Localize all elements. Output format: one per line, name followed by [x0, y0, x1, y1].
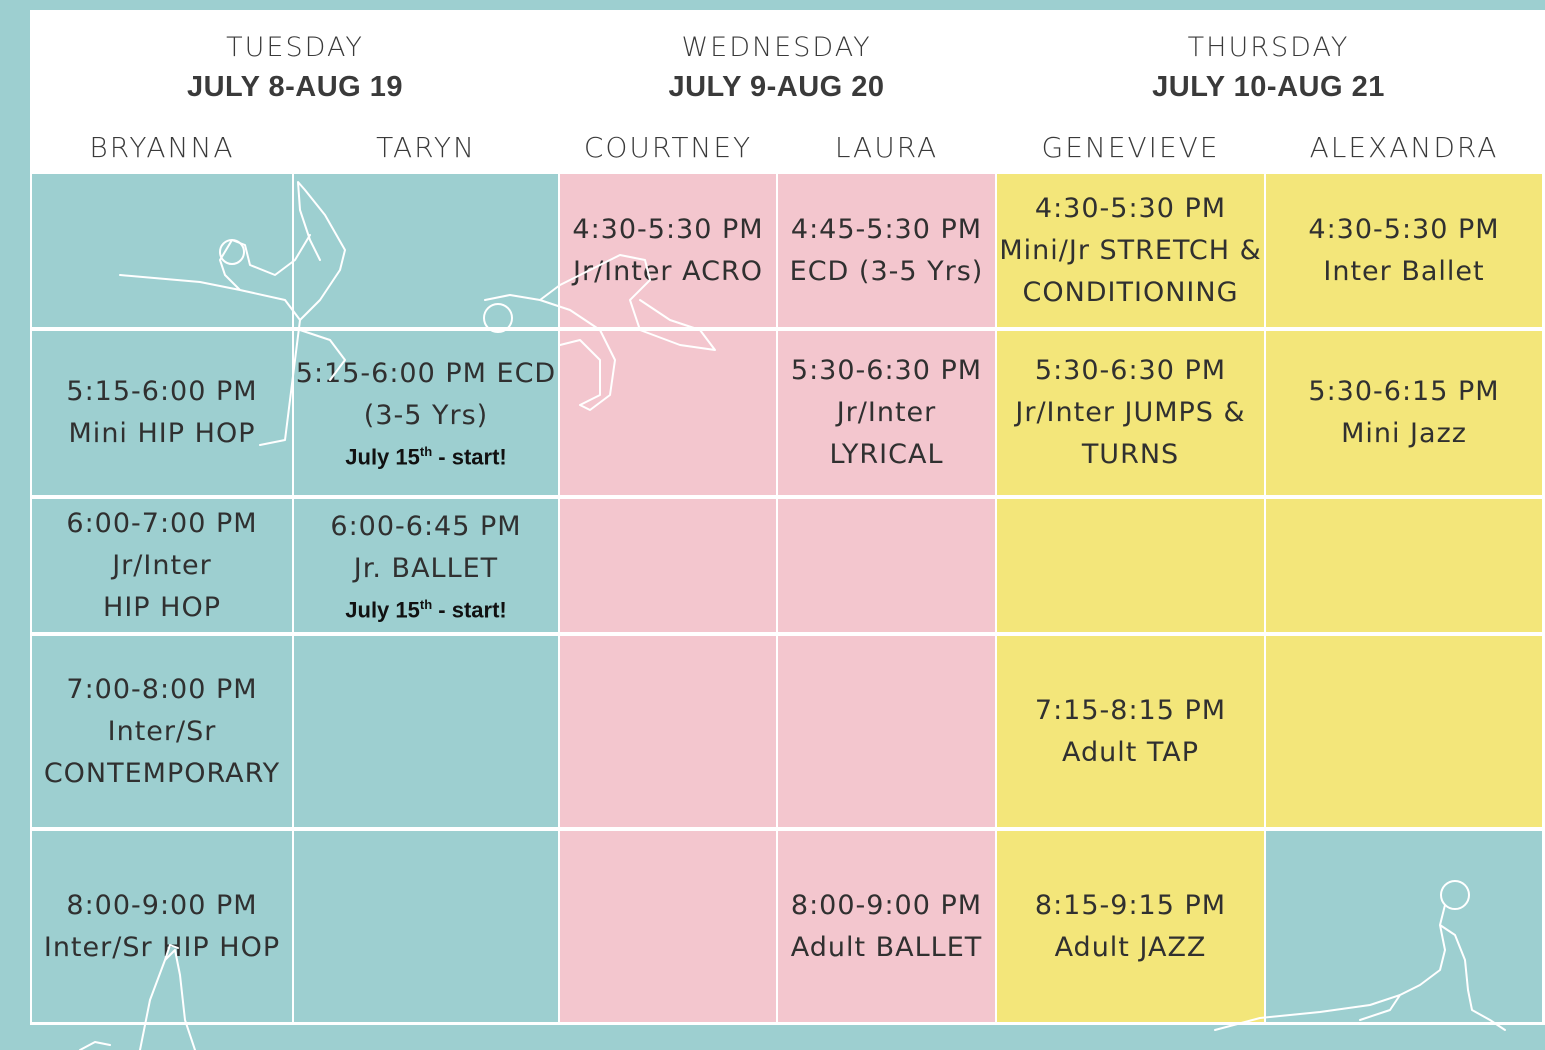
instructor-taryn: TARYN: [376, 131, 476, 164]
class-cell-bryanna-5: 8:00-9:00 PM Inter/Sr HIP HOP: [32, 831, 292, 1022]
class-cell-alexandra-3: [1266, 499, 1542, 632]
day-header-tuesday: TUESDAY JULY 8-AUG 19: [32, 25, 558, 110]
class-cell-taryn-1: [294, 174, 558, 327]
class-cell-courtney-3: [560, 499, 776, 632]
instructor-genevieve: GENEVIEVE: [1041, 131, 1220, 164]
class-cell-courtney-1: 4:30-5:30 PM Jr/Inter ACRO: [560, 174, 776, 327]
start-note: July 15th - start!: [345, 590, 506, 625]
class-cell-courtney-4: [560, 636, 776, 827]
instructor-alexandra: ALEXANDRA: [1309, 131, 1499, 164]
class-title: Mini Jazz: [1341, 418, 1467, 449]
class-cell-laura-2: 5:30-6:30 PM Jr/Inter LYRICAL: [778, 331, 995, 495]
class-cell-genevieve-5: 8:15-9:15 PM Adult JAZZ: [997, 831, 1264, 1022]
class-title: Adult TAP: [1061, 736, 1200, 768]
class-cell-bryanna-4: 7:00-8:00 PM Inter/Sr CONTEMPORARY: [32, 636, 292, 827]
class-time: 5:15-6:00 PM ECD: [295, 358, 557, 390]
class-cell-courtney-2: [560, 331, 776, 495]
class-cell-alexandra-1: 4:30-5:30 PM Inter Ballet: [1266, 174, 1542, 327]
class-title: (3-5 Yrs): [363, 400, 489, 432]
instructor-laura: LAURA: [834, 131, 939, 164]
day-name: THURSDAY: [1187, 31, 1350, 63]
start-note: July 15th - start!: [345, 437, 506, 472]
class-title: Adult BALLET: [790, 931, 983, 963]
class-title: Jr/Inter JUMPS &: [1015, 397, 1246, 428]
class-title: CONTEMPORARY: [43, 757, 281, 789]
class-cell-alexandra-2: 5:30-6:15 PM Mini Jazz: [1266, 331, 1542, 495]
day-name: TUESDAY: [226, 31, 364, 63]
class-title: CONDITIONING: [1022, 276, 1239, 308]
day-range: JULY 9-AUG 20: [668, 70, 885, 103]
instructor-bryanna: BRYANNA: [89, 131, 235, 164]
class-title: Jr/Inter ACRO: [573, 255, 763, 287]
class-cell-laura-5: 8:00-9:00 PM Adult BALLET: [778, 831, 995, 1022]
class-cell-laura-3: [778, 499, 995, 632]
class-title: Jr/Inter: [112, 549, 212, 581]
class-cell-taryn-5: [294, 831, 558, 1022]
day-header-thursday: THURSDAY JULY 10-AUG 21: [995, 25, 1542, 110]
class-title: Mini HIP HOP: [68, 418, 256, 449]
class-time: 7:15-8:15 PM: [1034, 694, 1227, 726]
start-note-date: July 15: [345, 444, 420, 470]
start-note-text: - start!: [432, 444, 507, 470]
class-time: 6:00-7:00 PM: [66, 507, 258, 539]
class-time: 5:30-6:30 PM: [790, 355, 983, 386]
day-header-wednesday: WEDNESDAY JULY 9-AUG 20: [558, 25, 995, 110]
class-title: Mini/Jr STRETCH &: [999, 234, 1262, 266]
class-time: 4:30-5:30 PM: [1308, 213, 1500, 245]
class-cell-courtney-5: [560, 831, 776, 1022]
class-title: Inter Ballet: [1323, 255, 1485, 287]
class-cell-taryn-4: [294, 636, 558, 827]
start-note-text: - start!: [432, 597, 507, 623]
start-note-suffix: th: [419, 444, 433, 460]
class-time: 7:00-8:00 PM: [66, 673, 258, 705]
class-cell-laura-4: [778, 636, 995, 827]
day-name: WEDNESDAY: [681, 31, 872, 63]
class-cell-alexandra-4: [1266, 636, 1542, 827]
class-time: 4:30-5:30 PM: [572, 213, 764, 245]
class-title: HIP HOP: [103, 591, 221, 623]
class-cell-bryanna-3: 6:00-7:00 PM Jr/Inter HIP HOP: [32, 499, 292, 632]
class-time: 4:45-5:30 PM: [790, 213, 983, 245]
class-cell-genevieve-1: 4:30-5:30 PM Mini/Jr STRETCH & CONDITIONIN…: [997, 174, 1264, 327]
class-time: 8:15-9:15 PM: [1034, 889, 1227, 921]
class-time: 8:00-9:00 PM: [66, 889, 258, 921]
class-time: 5:30-6:30 PM: [1034, 355, 1227, 386]
class-cell-genevieve-3: [997, 499, 1264, 632]
class-title: ECD (3-5 Yrs): [789, 255, 984, 287]
class-title: Inter/Sr: [107, 715, 217, 747]
day-range: JULY 10-AUG 21: [1152, 70, 1385, 103]
day-range: JULY 8-AUG 19: [186, 70, 404, 103]
class-cell-alexandra-5: [1266, 831, 1542, 1022]
class-time: 4:30-5:30 PM: [1034, 192, 1227, 224]
class-cell-genevieve-4: 7:15-8:15 PM Adult TAP: [997, 636, 1264, 827]
class-title: LYRICAL: [829, 439, 944, 470]
class-title: Inter/Sr HIP HOP: [43, 931, 281, 963]
class-title: TURNS: [1081, 439, 1180, 470]
class-title: Jr/Inter: [836, 397, 937, 428]
start-note-suffix: th: [419, 596, 433, 612]
class-time: 5:15-6:00 PM: [66, 376, 258, 407]
class-time: 6:00-6:45 PM: [330, 510, 522, 542]
class-cell-bryanna-1: [32, 174, 292, 327]
class-cell-genevieve-2: 5:30-6:30 PM Jr/Inter JUMPS & TURNS: [997, 331, 1264, 495]
class-time: 5:30-6:15 PM: [1308, 376, 1500, 407]
class-cell-laura-1: 4:45-5:30 PM ECD (3-5 Yrs): [778, 174, 995, 327]
class-cell-bryanna-2: 5:15-6:00 PM Mini HIP HOP: [32, 331, 292, 495]
class-title: Adult JAZZ: [1054, 931, 1207, 963]
class-title: Jr. BALLET: [353, 552, 499, 584]
class-cell-taryn-2: 5:15-6:00 PM ECD (3-5 Yrs) July 15th - sta…: [294, 331, 558, 495]
class-time: 8:00-9:00 PM: [790, 889, 983, 921]
instructor-courtney: COURTNEY: [583, 131, 753, 164]
class-cell-taryn-3: 6:00-6:45 PM Jr. BALLET July 15th - start!: [294, 499, 558, 632]
start-note-date: July 15: [345, 597, 420, 623]
